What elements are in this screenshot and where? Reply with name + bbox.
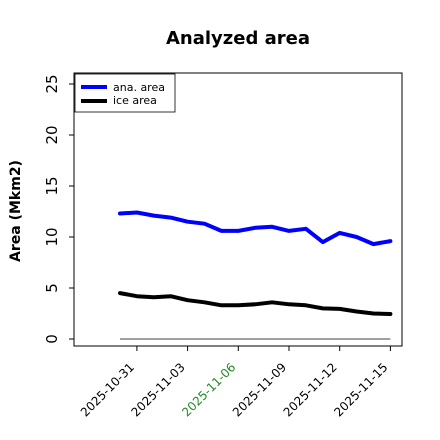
plot-frame: [73, 72, 403, 347]
legend-box: [74, 73, 176, 113]
chart-title: Analyzed area: [166, 28, 310, 49]
y-tick-label-5: 5: [43, 283, 61, 293]
y-tick-label-25: 25: [43, 74, 61, 93]
y-tick-label-20: 20: [43, 125, 61, 144]
y-axis-label: Area (Mkm2): [8, 160, 24, 262]
legend: ana. area ice area: [74, 73, 176, 113]
y-tick-label-10: 10: [43, 227, 61, 246]
x-tick-label-2025-11-15: 2025-11-15: [331, 360, 390, 419]
y-tick-label-15: 15: [43, 176, 61, 195]
legend-label-ana-area: ana. area: [113, 81, 165, 94]
series-line-ana-area: [118, 210, 393, 247]
y-tick-label-0: 0: [43, 334, 61, 344]
legend-label-ice-area: ice area: [113, 94, 157, 107]
series-line-ice-area: [118, 291, 393, 316]
